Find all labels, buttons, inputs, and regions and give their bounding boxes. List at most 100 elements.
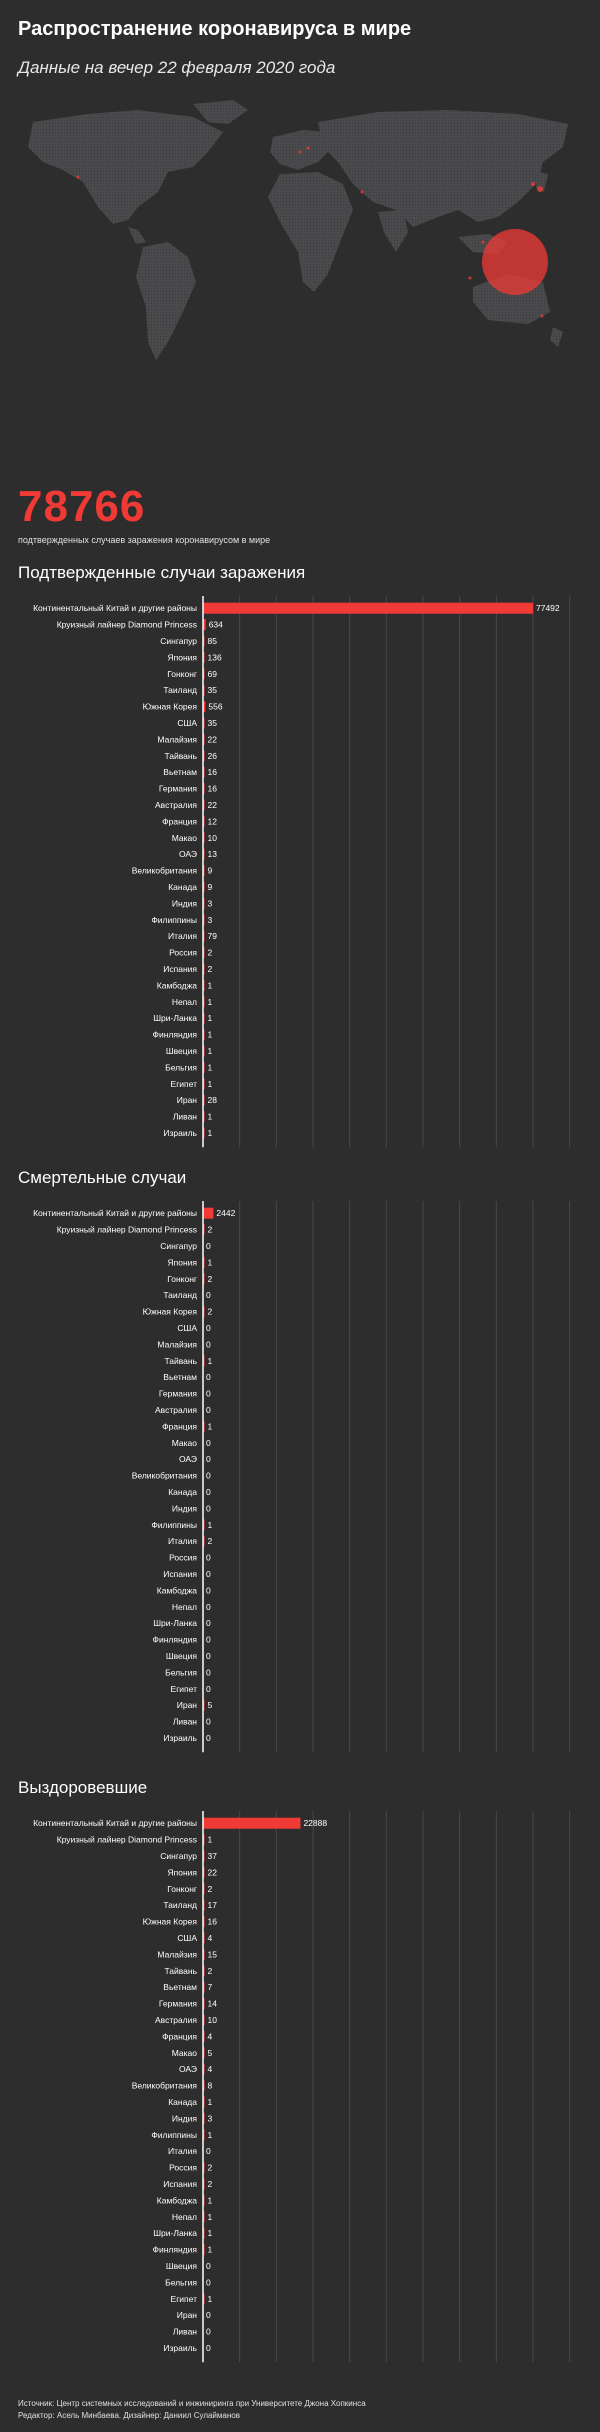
deaths-category-label: Австралия (155, 1405, 197, 1415)
deaths-value-label: 0 (206, 1487, 211, 1497)
confirmed-category-label: Бельгия (165, 1062, 197, 1072)
map-marker-korea (531, 182, 535, 186)
deaths-value-label: 0 (206, 1733, 211, 1743)
deaths-category-label: ОАЭ (179, 1454, 197, 1464)
recovered-value-label: 1 (208, 2130, 213, 2140)
recovered-category-label: Шри-Ланка (153, 2228, 197, 2238)
page-title: Распространение коронавируса в мире (18, 18, 412, 40)
confirmed-value-label: 35 (208, 718, 218, 728)
recovered-value-label: 2 (208, 1884, 213, 1894)
confirmed-value-label: 79 (208, 931, 218, 941)
map-marker-thailand (481, 240, 485, 244)
confirmed-value-label: 22 (208, 734, 218, 744)
deaths-value-label: 0 (206, 1372, 211, 1382)
recovered-value-label: 1 (208, 2228, 213, 2238)
recovered-category-label: Бельгия (165, 2277, 197, 2287)
recovered-bar (203, 1817, 301, 1829)
deaths-category-label: Малайзия (157, 1339, 197, 1349)
deaths-category-label: Италия (168, 1536, 197, 1546)
recovered-value-label: 1 (208, 1835, 213, 1845)
world-map (18, 92, 584, 402)
confirmed-category-label: Шри-Ланка (153, 1013, 197, 1023)
total-cases-number: 78766 (18, 482, 146, 531)
confirmed-category-label: Сингапур (160, 636, 197, 646)
confirmed-value-label: 3 (208, 898, 213, 908)
total-cases-caption: подтвержденных случаев заражения коронав… (18, 535, 271, 545)
deaths-value-label: 0 (206, 1438, 211, 1448)
confirmed-value-label: 1 (208, 1079, 213, 1089)
confirmed-value-label: 10 (208, 833, 218, 843)
deaths-value-label: 0 (206, 1717, 211, 1727)
deaths-title: Смертельные случаи (18, 1168, 187, 1187)
recovered-category-label: Италия (168, 2146, 197, 2156)
recovered-category-label: Макао (172, 2048, 198, 2058)
deaths-value-label: 2 (208, 1536, 213, 1546)
deaths-category-label: Шри-Ланка (153, 1618, 197, 1628)
recovered-value-label: 2 (208, 2179, 213, 2189)
recovered-value-label: 14 (208, 1999, 218, 2009)
recovered-value-label: 10 (208, 2015, 218, 2025)
deaths-category-label: Вьетнам (163, 1372, 197, 1382)
recovered-value-label: 16 (208, 1917, 218, 1927)
deaths-value-label: 1 (208, 1356, 213, 1366)
deaths-value-label: 2 (208, 1225, 213, 1235)
deaths-category-label: Сингапур (160, 1241, 197, 1251)
confirmed-category-label: Великобритания (132, 866, 198, 876)
confirmed-value-label: 1 (208, 1046, 213, 1056)
confirmed-value-label: 28 (208, 1095, 218, 1105)
recovered-value-label: 22 (208, 1867, 218, 1877)
recovered-category-label: ОАЭ (179, 2064, 197, 2074)
deaths-category-label: Круизный лайнер Diamond Princess (57, 1225, 197, 1235)
confirmed-category-label: Германия (159, 784, 198, 794)
confirmed-chart: Континентальный Китай и другие районы 774… (33, 596, 571, 1148)
confirmed-category-label: Вьетнам (163, 767, 197, 777)
deaths-value-label: 1 (208, 1421, 213, 1431)
deaths-category-label: Камбоджа (157, 1585, 197, 1595)
confirmed-value-label: 1 (208, 1013, 213, 1023)
confirmed-value-label: 69 (208, 669, 218, 679)
deaths-category-label: Япония (167, 1257, 197, 1267)
deaths-category-label: Таиланд (163, 1290, 197, 1300)
confirmed-category-label: Иран (177, 1095, 198, 1105)
deaths-category-label: США (177, 1323, 197, 1333)
confirmed-category-label: ОАЭ (179, 849, 197, 859)
deaths-category-label: Ливан (173, 1717, 197, 1727)
recovered-value-label: 2 (208, 1966, 213, 1976)
recovered-value-label: 17 (208, 1900, 218, 1910)
deaths-value-label: 1 (208, 1257, 213, 1267)
confirmed-category-label: Южная Корея (143, 702, 198, 712)
confirmed-category-label: Филиппины (151, 915, 197, 925)
deaths-value-label: 0 (206, 1323, 211, 1333)
recovered-value-label: 0 (206, 2327, 211, 2337)
recovered-category-label: Вьетнам (163, 1982, 197, 1992)
recovered-category-label: Малайзия (157, 1949, 197, 1959)
map-marker-singapore (468, 276, 472, 280)
confirmed-bar (203, 602, 533, 614)
confirmed-value-label: 16 (208, 784, 218, 794)
recovered-value-label: 8 (208, 2081, 213, 2091)
confirmed-value-label: 1 (208, 997, 213, 1007)
deaths-category-label: Швеция (166, 1651, 198, 1661)
recovered-category-label: Германия (159, 1999, 198, 2009)
recovered-value-label: 3 (208, 2113, 213, 2123)
map-marker-china (482, 229, 548, 295)
confirmed-category-label: США (177, 718, 197, 728)
recovered-chart: Континентальный Китай и другие районы 228… (33, 1811, 571, 2363)
confirmed-bar (203, 701, 206, 713)
footer-source: Источник: Центр системных исследований и… (18, 2399, 366, 2408)
deaths-value-label: 0 (206, 1684, 211, 1694)
map-marker-iran (360, 190, 364, 194)
map-landmass (28, 100, 568, 360)
deaths-category-label: Индия (172, 1503, 198, 1513)
deaths-category-label: Канада (168, 1487, 197, 1497)
confirmed-value-label: 136 (208, 652, 222, 662)
map-marker-japan (537, 186, 543, 192)
recovered-value-label: 0 (206, 2277, 211, 2287)
confirmed-category-label: Финляндия (153, 1030, 198, 1040)
confirmed-category-label: Таиланд (163, 685, 197, 695)
confirmed-value-label: 1 (208, 1062, 213, 1072)
confirmed-category-label: Камбоджа (157, 980, 197, 990)
confirmed-category-label: Круизный лайнер Diamond Princess (57, 620, 197, 630)
recovered-category-label: Израиль (163, 2343, 197, 2353)
deaths-category-label: Бельгия (165, 1667, 197, 1677)
